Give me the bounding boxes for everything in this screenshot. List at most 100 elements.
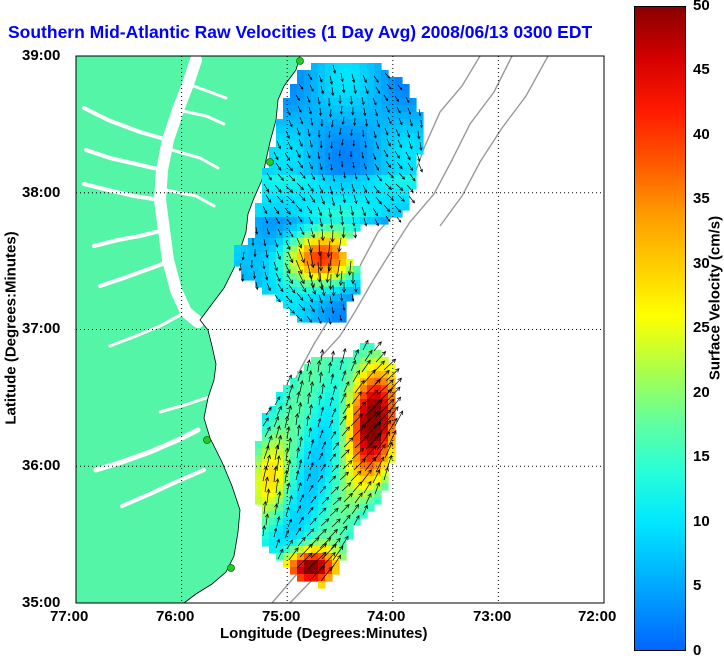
station-marker-icon[interactable]: [203, 436, 211, 444]
velocity-cell: [276, 203, 284, 211]
velocity-arrow-icon: [375, 456, 385, 473]
velocity-cell: [374, 98, 382, 106]
velocity-cell: [290, 91, 298, 99]
velocity-cell: [339, 231, 347, 239]
velocity-arrow-icon: [343, 171, 346, 179]
velocity-cell: [353, 455, 361, 463]
velocity-cell: [395, 105, 403, 113]
velocity-arrow-icon: [297, 270, 305, 285]
velocity-cell: [367, 217, 375, 225]
velocity-arrow-icon: [321, 496, 330, 505]
velocity-cell: [234, 252, 242, 260]
velocity-cell: [241, 259, 249, 267]
velocity-cell: [353, 504, 361, 512]
velocity-cell: [269, 476, 277, 484]
velocity-cell: [311, 287, 319, 295]
velocity-cell: [262, 238, 270, 246]
velocity-cell: [346, 84, 354, 92]
velocity-cell: [339, 308, 347, 316]
velocity-arrow-icon: [309, 194, 316, 204]
velocity-arrow-icon: [325, 262, 330, 284]
velocity-arrow-icon: [375, 196, 382, 205]
velocity-arrow-icon: [332, 545, 344, 561]
velocity-cell: [388, 182, 396, 190]
velocity-cell: [346, 154, 354, 162]
velocity-cell: [325, 126, 333, 134]
velocity-cell: [402, 105, 410, 113]
velocity-cell: [269, 469, 277, 477]
velocity-cell: [339, 273, 347, 281]
velocity-arrow-icon: [287, 251, 294, 264]
velocity-cell: [276, 413, 284, 421]
velocity-cell: [360, 168, 368, 176]
velocity-cell: [409, 168, 417, 176]
velocity-cell: [388, 189, 396, 197]
velocity-arrow-icon: [337, 237, 342, 253]
velocity-cell: [374, 161, 382, 169]
velocity-cell: [332, 224, 340, 232]
velocity-arrow-icon: [277, 173, 285, 181]
velocity-arrow-icon: [363, 369, 376, 384]
velocity-cell: [332, 364, 340, 372]
velocity-cell: [325, 525, 333, 533]
velocity-arrow-icon: [318, 371, 323, 384]
velocity-cell: [297, 301, 305, 309]
velocity-arrow-icon: [373, 130, 377, 139]
velocity-cell: [269, 525, 277, 533]
velocity-cell: [290, 98, 298, 106]
station-marker-icon[interactable]: [296, 57, 304, 65]
velocity-cell: [353, 112, 361, 120]
velocity-cell: [346, 504, 354, 512]
velocity-cell: [360, 497, 368, 505]
velocity-cell: [297, 427, 305, 435]
velocity-cell: [318, 154, 326, 162]
velocity-cell: [395, 182, 403, 190]
velocity-arrow-icon: [297, 160, 304, 169]
velocity-cell: [304, 112, 312, 120]
velocity-cell: [318, 504, 326, 512]
velocity-arrow-icon: [340, 449, 350, 459]
colorbar-tick-label: 0: [693, 642, 702, 659]
velocity-cell: [325, 119, 333, 127]
velocity-cell: [360, 504, 368, 512]
velocity-arrow-icon: [329, 295, 333, 305]
velocity-cell: [381, 406, 389, 414]
velocity-cell: [283, 140, 291, 148]
velocity-arrow-icon: [317, 129, 321, 138]
velocity-arrow-icon: [266, 488, 271, 504]
velocity-cell: [325, 364, 333, 372]
velocity-cell: [304, 518, 312, 526]
velocity-cell: [276, 231, 284, 239]
colorbar-tick-label: 15: [693, 448, 710, 465]
velocity-arrow-icon: [307, 183, 314, 193]
velocity-cell: [311, 525, 319, 533]
velocity-cell: [255, 252, 263, 260]
velocity-cell: [304, 315, 312, 323]
velocity-arrow-icon: [310, 495, 317, 504]
velocity-cell: [283, 147, 291, 155]
velocity-cell: [325, 105, 333, 113]
velocity-cell: [311, 539, 319, 547]
velocity-arrow-icon: [318, 394, 323, 406]
velocity-cell: [346, 70, 354, 78]
velocity-arrow-icon: [375, 86, 381, 94]
velocity-arrow-icon: [326, 240, 331, 258]
velocity-arrow-icon: [276, 515, 281, 527]
velocity-cell: [311, 560, 319, 568]
velocity-cell: [290, 420, 298, 428]
station-marker-icon[interactable]: [266, 158, 274, 166]
station-marker-icon[interactable]: [227, 564, 235, 572]
velocity-cell: [311, 189, 319, 197]
velocity-arrow-icon: [364, 456, 377, 472]
velocity-cell: [311, 70, 319, 78]
velocity-cell: [388, 175, 396, 183]
velocity-arrow-icon: [273, 261, 278, 272]
velocity-cell: [297, 287, 305, 295]
velocity-cell: [353, 448, 361, 456]
velocity-arrow-icon: [405, 96, 410, 104]
velocity-cell: [290, 84, 298, 92]
velocity-cell: [283, 546, 291, 554]
velocity-cell: [332, 147, 340, 155]
velocity-cell: [276, 168, 284, 176]
velocity-cell: [332, 105, 340, 113]
